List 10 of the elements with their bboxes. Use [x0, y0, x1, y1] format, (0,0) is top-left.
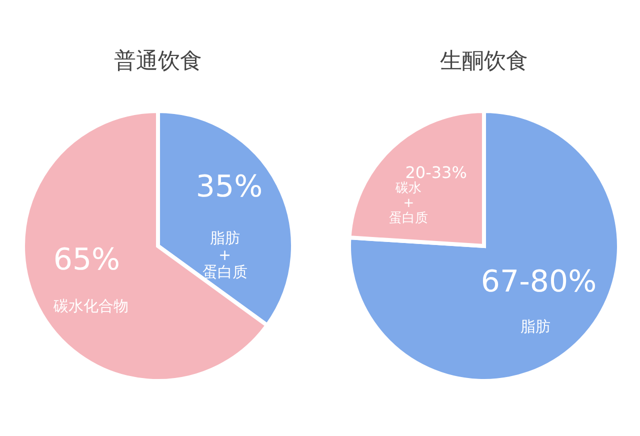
slice-label: 脂肪 + 蛋白质 — [202, 228, 248, 281]
text: 67-80% — [480, 264, 597, 300]
slice-label: 碳水 + 蛋白质 — [389, 180, 428, 226]
chart-title: 生酮饮食 — [440, 49, 528, 74]
data-label: 35% — [196, 170, 263, 205]
text: 20-33% — [405, 162, 467, 182]
data-label: 65% — [53, 242, 120, 278]
slice-label: 脂肪 — [520, 318, 550, 336]
chart-title: 普通饮食 — [114, 49, 202, 74]
slice-label: 碳水化合物 — [52, 297, 129, 316]
